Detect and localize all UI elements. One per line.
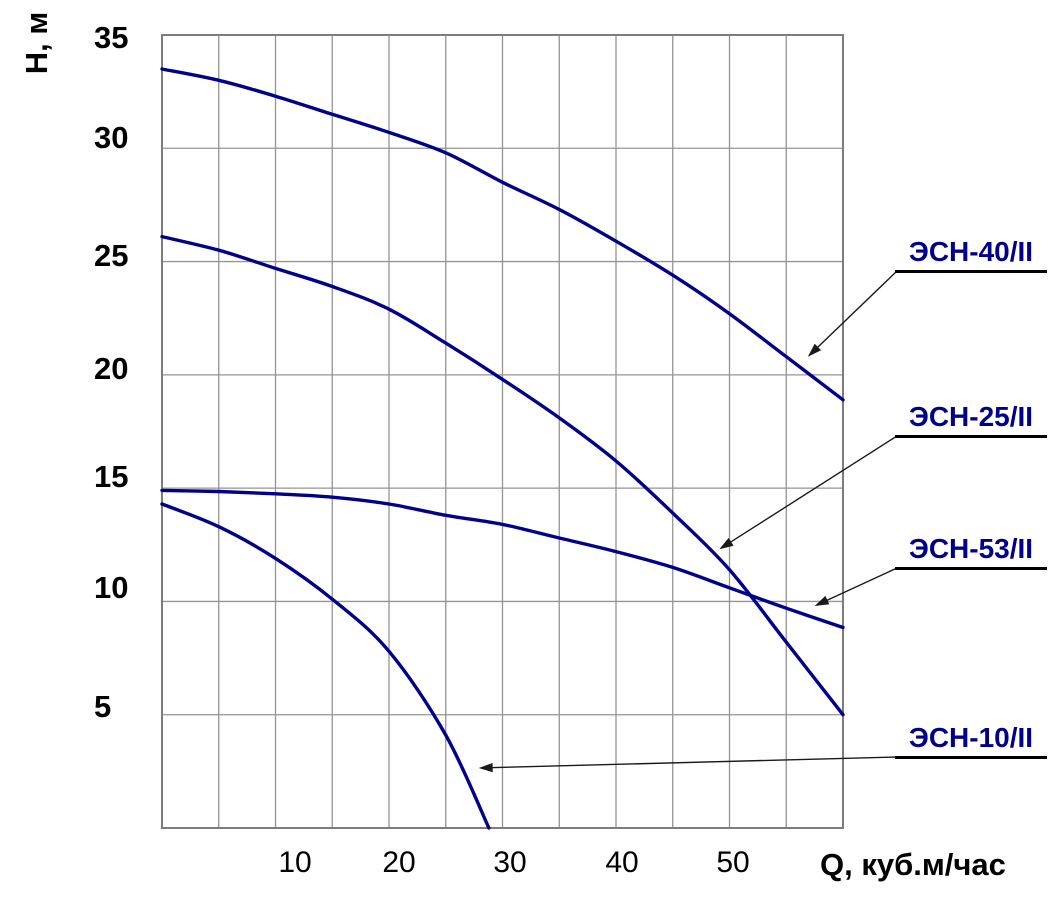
y-tick-20: 20 [94,351,129,386]
x-axis-title: Q, куб.м/час [820,847,1006,882]
curve-2 [160,234,845,717]
leader-line [723,435,898,547]
y-tick-5: 5 [94,689,112,724]
curve-label-esn-10-ii: ЭСН-10/II [895,722,1047,759]
y-tick-30: 30 [94,120,129,155]
y-axis-title: Н, м [19,11,54,75]
leader-line [484,756,898,769]
y-tick-10: 10 [94,570,129,605]
plot-border [161,34,844,829]
curve-1 [160,67,845,402]
arrowhead [814,595,830,606]
x-tick-40: 40 [605,846,639,879]
arrowhead [807,343,822,357]
leader-line [819,567,898,605]
arrowhead [719,537,734,550]
leader-line [811,270,898,354]
x-tick-50: 50 [716,846,750,879]
x-tick-10: 10 [278,846,312,879]
x-tick-20: 20 [382,846,416,879]
curve-3 [160,488,845,630]
arrowhead [478,763,493,773]
y-tick-35: 35 [94,20,129,55]
curve-4 [160,502,491,830]
x-tick-30: 30 [493,846,527,879]
curve-label-esn-53-ii: ЭСН-53/II [895,533,1047,570]
curve-label-esn-25-ii: ЭСН-25/II [895,401,1047,438]
y-tick-15: 15 [94,459,129,494]
y-tick-25: 25 [94,238,129,273]
curve-label-esn-40-ii: ЭСН-40/II [895,236,1047,273]
